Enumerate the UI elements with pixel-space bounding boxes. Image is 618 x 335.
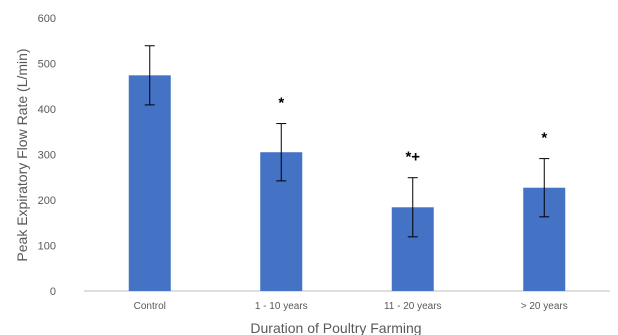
significance-marker: *+ — [405, 149, 420, 166]
y-tick-label: 500 — [38, 59, 56, 71]
y-tick-label: 0 — [50, 286, 56, 298]
y-axis-title: Peak Expiratory Flow Rate (L/min) — [14, 48, 30, 261]
y-tick-label: 400 — [38, 104, 56, 116]
error-bar — [276, 123, 287, 182]
x-axis-title: Duration of Poultry Farming — [250, 320, 421, 335]
y-tick-label: 200 — [38, 195, 56, 207]
y-tick-label: 100 — [38, 241, 56, 253]
significance-marker: * — [541, 130, 547, 147]
error-bar — [539, 158, 550, 218]
x-tick-label: > 20 years — [521, 301, 568, 312]
x-tick-label: Control — [134, 301, 166, 312]
y-tick-label: 300 — [38, 150, 56, 162]
error-bar — [144, 45, 155, 106]
x-tick-label: 11 - 20 years — [384, 301, 442, 312]
bar — [128, 75, 171, 291]
y-tick-label: 600 — [38, 13, 56, 25]
x-tick-label: 1 - 10 years — [255, 301, 308, 312]
error-bar — [407, 177, 418, 238]
significance-marker: * — [278, 95, 284, 112]
